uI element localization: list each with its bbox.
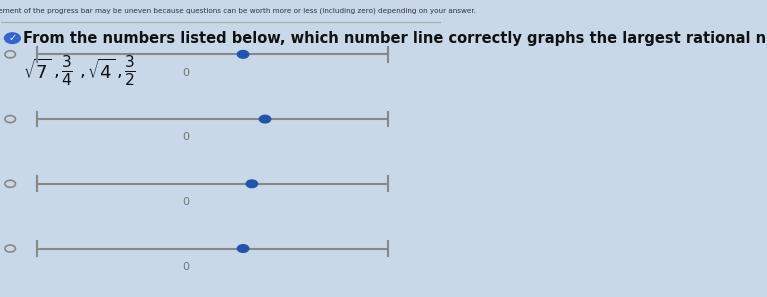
Text: The movement of the progress bar may be uneven because questions can be worth mo: The movement of the progress bar may be … — [0, 7, 476, 14]
Text: $\sqrt{4}$: $\sqrt{4}$ — [87, 59, 116, 83]
Circle shape — [5, 33, 20, 43]
Circle shape — [237, 245, 249, 252]
Text: $\frac{3}{4}$: $\frac{3}{4}$ — [61, 53, 73, 88]
Text: ,: , — [117, 61, 122, 80]
Text: From the numbers listed below, which number line correctly graphs the largest ra: From the numbers listed below, which num… — [23, 31, 767, 46]
Text: 0: 0 — [183, 197, 189, 207]
Text: $\frac{3}{2}$: $\frac{3}{2}$ — [123, 53, 136, 88]
Text: 0: 0 — [183, 132, 189, 142]
Circle shape — [237, 50, 249, 58]
Text: 0: 0 — [183, 262, 189, 272]
Text: 0: 0 — [183, 68, 189, 78]
Text: ,: , — [53, 61, 59, 80]
Text: ,: , — [80, 61, 85, 80]
Text: $\sqrt{7}$: $\sqrt{7}$ — [23, 59, 51, 83]
Circle shape — [259, 115, 271, 123]
Text: ✓: ✓ — [8, 33, 16, 43]
Circle shape — [246, 180, 258, 188]
